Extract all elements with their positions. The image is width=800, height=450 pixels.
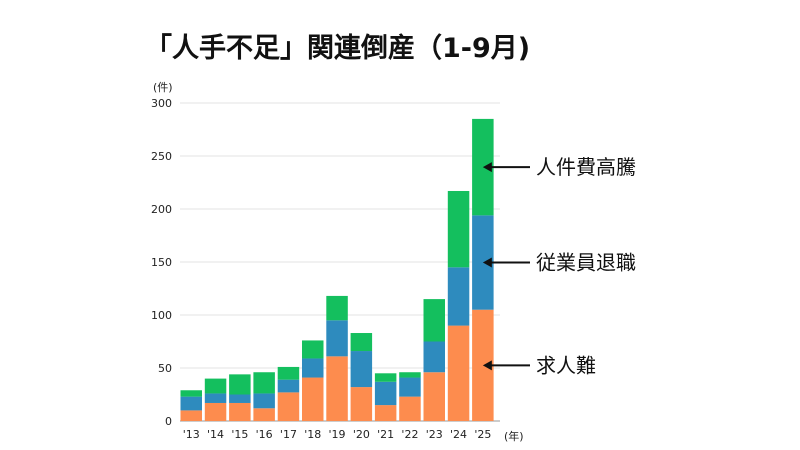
x-tick-label: '25 — [474, 428, 491, 441]
bar-segment — [350, 387, 373, 421]
chart-title: 「人手不足」関連倒産（1-9月) — [145, 32, 530, 64]
x-tick-label: '24 — [450, 428, 467, 441]
x-tick-label: '15 — [231, 428, 248, 441]
annotation-label: 従業員退職 — [536, 251, 636, 275]
x-tick-label: '19 — [329, 428, 346, 441]
bar-segment — [277, 379, 300, 393]
x-tick-label: '16 — [256, 428, 273, 441]
bar-segment — [447, 325, 470, 421]
bar-segment — [350, 333, 373, 352]
annotation-label: 求人難 — [536, 353, 596, 377]
x-tick-label: '13 — [183, 428, 200, 441]
annotation-arrowhead — [482, 360, 492, 371]
x-tick-label: '21 — [377, 428, 394, 441]
y-tick-label: 0 — [165, 415, 172, 428]
bar-segment — [302, 340, 324, 359]
y-axis-ticks: 0 50 100 150 200 250 300 — [151, 97, 172, 428]
bar-segment — [399, 396, 421, 421]
y-axis-unit: (件) — [153, 81, 173, 94]
bar-segment — [350, 351, 373, 388]
bar-segment — [447, 190, 470, 268]
annotation-label: 人件費高騰 — [536, 155, 636, 179]
x-axis-unit: (年) — [504, 429, 524, 443]
x-axis-ticks: '13 '14 '15 '16 '17 '18 '19 '20 '21 '22 '23 '24 '25 — [183, 428, 492, 441]
bar-segment — [399, 377, 421, 397]
bar-segment — [374, 373, 397, 382]
bar-segment — [229, 374, 251, 395]
x-tick-label: '17 — [280, 428, 297, 441]
bar-segment — [229, 394, 251, 403]
bar-segment — [447, 267, 470, 326]
bar-segment — [326, 295, 348, 321]
bar-segment — [253, 372, 275, 394]
bar-segment — [253, 408, 275, 421]
bar-segment — [253, 393, 275, 409]
bar-segment — [374, 405, 397, 421]
bar-segment — [423, 299, 445, 342]
bar-segment — [326, 356, 348, 421]
y-tick-label: 300 — [151, 97, 172, 110]
annotation-arrowhead — [482, 162, 492, 173]
bars — [180, 118, 494, 421]
y-tick-label: 100 — [151, 309, 172, 322]
bar-segment — [204, 393, 227, 403]
bar-segment — [180, 390, 202, 397]
bar-segment — [423, 372, 445, 421]
annotation-arrowhead — [482, 257, 492, 268]
x-tick-label: '18 — [304, 428, 321, 441]
y-tick-label: 150 — [151, 256, 172, 269]
bar-segment — [302, 358, 324, 378]
x-tick-label: '22 — [401, 428, 418, 441]
bar-segment — [204, 402, 227, 421]
bar-segment — [399, 372, 421, 378]
bar-segment — [229, 402, 251, 421]
bar-segment — [277, 366, 300, 380]
x-tick-label: '20 — [353, 428, 370, 441]
x-tick-label: '14 — [207, 428, 224, 441]
y-tick-label: 50 — [158, 362, 172, 375]
bar-segment — [374, 381, 397, 406]
bar-segment — [180, 396, 202, 411]
y-tick-label: 250 — [151, 150, 172, 163]
y-tick-label: 200 — [151, 203, 172, 216]
bar-segment — [423, 341, 445, 373]
bar-segment — [180, 410, 202, 421]
bar-segment — [326, 320, 348, 357]
bar-segment — [302, 377, 324, 421]
bar-segment — [277, 392, 300, 421]
bar-segment — [204, 378, 227, 394]
x-tick-label: '23 — [426, 428, 443, 441]
